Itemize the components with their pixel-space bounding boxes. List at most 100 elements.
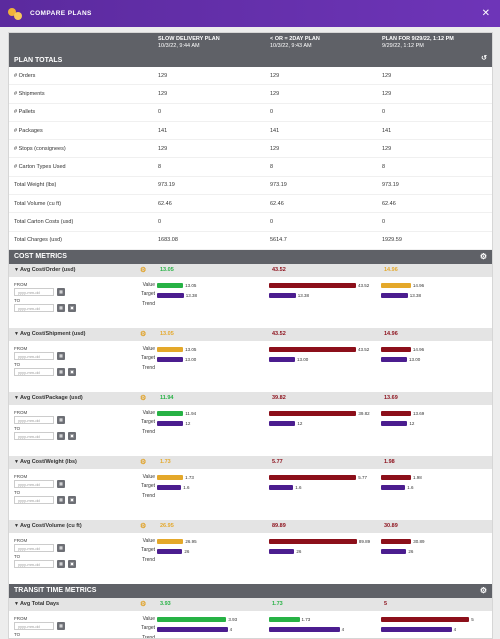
to-date-input[interactable]: yyyy-mm-dd xyxy=(14,367,54,376)
metric-header[interactable]: ▼ Avg Cost/Volume (cu ft) ⚙ 26.95 89.89 30.89 xyxy=(9,519,492,533)
target-row: 13.38 xyxy=(269,290,381,300)
calendar-icon[interactable]: ▦ xyxy=(57,351,65,360)
metric-value: 13.05 xyxy=(160,331,174,338)
metric-header[interactable]: ▼ Avg Cost/Shipment (usd) ⚙ 13.05 43.52 14.96 xyxy=(9,327,492,341)
to-date-input[interactable]: yyyy-mm-dd xyxy=(14,559,54,568)
collapse-arrow-icon[interactable]: ▼ xyxy=(14,459,19,466)
gear-icon[interactable]: ⚙ xyxy=(479,251,487,261)
collapse-arrow-icon[interactable]: ▼ xyxy=(14,331,19,338)
settings-icon[interactable]: ⚙ xyxy=(140,459,147,467)
row-label: Total Weight (lbs) xyxy=(14,182,57,189)
settings-icon[interactable]: ⚙ xyxy=(140,523,147,531)
bar-group: 13.05 13.00 xyxy=(157,345,269,364)
target-bar-label: 13.00 xyxy=(297,356,309,362)
bar-group: 14.96 13.38 xyxy=(381,281,492,300)
apply-icon[interactable]: ▣ xyxy=(68,367,76,376)
to-row: yyyy-mm-dd▦▣ xyxy=(14,431,76,440)
calendar-icon[interactable]: ▦ xyxy=(57,287,65,296)
from-date-input[interactable]: yyyy-mm-dd xyxy=(14,479,54,488)
gear-icon[interactable]: ⚙ xyxy=(479,585,487,595)
from-date-input[interactable]: yyyy-mm-dd xyxy=(14,621,54,630)
to-date-input[interactable]: yyyy-mm-dd xyxy=(14,431,54,440)
target-bar-label: 4 xyxy=(229,626,233,632)
calendar-icon[interactable]: ▦ xyxy=(57,367,65,376)
to-label: TO xyxy=(14,489,21,495)
target-row: 26 xyxy=(269,546,381,556)
from-date-input[interactable]: yyyy-mm-dd xyxy=(14,287,54,296)
metric-value: 1.73 xyxy=(272,601,283,608)
to-date-input[interactable]: yyyy-mm-dd xyxy=(14,637,54,638)
apply-icon[interactable]: ▣ xyxy=(68,303,76,312)
bar-group: 1.73 4 xyxy=(269,615,381,634)
from-label: FROM xyxy=(14,537,28,543)
calendar-icon[interactable]: ▦ xyxy=(57,559,65,568)
target-bar-label: 13.38 xyxy=(297,292,310,298)
metric-header[interactable]: ▼ Avg Cost/Weight (lbs) ⚙ 1.73 5.77 1.98 xyxy=(9,455,492,469)
calendar-icon[interactable]: ▦ xyxy=(57,303,65,312)
value-bar-label: 13.69 xyxy=(413,411,425,417)
value-row: 1.73 xyxy=(157,473,269,483)
apply-icon[interactable]: ▣ xyxy=(68,431,76,440)
apply-icon[interactable]: ▣ xyxy=(68,559,76,568)
settings-icon[interactable]: ⚙ xyxy=(140,331,147,339)
column-header: SLOW DELIVERY PLAN 10/3/22, 9:44 AM < OR… xyxy=(9,33,492,53)
calendar-icon[interactable]: ▦ xyxy=(57,543,65,552)
metric-header[interactable]: ▼ Avg Total Days ⚙ 3.93 1.73 5 xyxy=(9,597,492,611)
row-value: 0 xyxy=(382,109,386,116)
bar-group: 89.89 26 xyxy=(269,537,381,556)
settings-icon[interactable]: ⚙ xyxy=(140,601,147,609)
value-bar xyxy=(269,283,357,289)
calendar-icon[interactable]: ▦ xyxy=(57,495,65,504)
from-date-input[interactable]: yyyy-mm-dd xyxy=(14,543,54,552)
calendar-icon[interactable]: ▦ xyxy=(57,431,65,440)
calendar-icon[interactable]: ▦ xyxy=(57,415,65,424)
settings-icon[interactable]: ⚙ xyxy=(140,267,147,275)
settings-icon[interactable]: ⚙ xyxy=(140,395,147,403)
target-bar xyxy=(381,356,407,362)
row-label: # Orders xyxy=(14,72,36,79)
collapse-arrow-icon[interactable]: ▼ xyxy=(14,395,19,402)
collapse-arrow-icon[interactable]: ▼ xyxy=(14,523,19,530)
to-date-input[interactable]: yyyy-mm-dd xyxy=(14,495,54,504)
value-bar xyxy=(269,475,357,481)
value-row: 13.05 xyxy=(157,345,269,355)
collapse-arrow-icon[interactable]: ▼ xyxy=(14,267,19,274)
value-bar xyxy=(269,347,357,353)
to-date-input[interactable]: yyyy-mm-dd xyxy=(14,303,54,312)
reset-icon[interactable]: ↺ xyxy=(481,55,487,62)
metric-value: 43.52 xyxy=(272,267,286,274)
apply-icon[interactable]: ▣ xyxy=(68,495,76,504)
row-value: 0 xyxy=(270,109,274,116)
from-date-input[interactable]: yyyy-mm-dd xyxy=(14,351,54,360)
metric-header[interactable]: ▼ Avg Cost/Package (usd) ⚙ 11.94 39.82 13.69 xyxy=(9,391,492,405)
calendar-icon[interactable]: ▦ xyxy=(57,479,65,488)
collapse-arrow-icon[interactable]: ▼ xyxy=(14,601,19,608)
close-icon[interactable]: ✕ xyxy=(481,8,490,19)
totals-row: # Shipments 129 129 129 xyxy=(9,85,492,104)
window-title: COMPARE PLANS xyxy=(30,10,92,17)
row-value: 129 xyxy=(382,145,392,152)
bar-group: 43.52 13.00 xyxy=(269,345,381,364)
column-plan-3: PLAN FOR 9/29/22, 1:12 PM 9/29/22, 1:12 … xyxy=(379,33,491,53)
bar-group: 1.73 1.6 xyxy=(157,473,269,492)
value-bar-label: 13.05 xyxy=(185,283,197,289)
value-row: 1.73 xyxy=(269,615,381,625)
series-labels: Value Target Trend xyxy=(129,281,155,310)
row-value: 5614.7 xyxy=(270,237,287,244)
value-bar xyxy=(381,539,412,545)
calendar-icon[interactable]: ▦ xyxy=(57,637,65,638)
row-label: # Shipments xyxy=(14,90,45,97)
calendar-icon[interactable]: ▦ xyxy=(57,621,65,630)
from-date-input[interactable]: yyyy-mm-dd xyxy=(14,415,54,424)
apply-icon[interactable]: ▣ xyxy=(68,637,76,638)
target-bar xyxy=(381,626,452,632)
from-row: yyyy-mm-dd ▦ xyxy=(14,287,76,296)
value-bar xyxy=(269,411,357,417)
from-label: FROM xyxy=(14,409,28,415)
plan-date: 10/3/22, 9:44 AM xyxy=(158,43,200,49)
row-value: 129 xyxy=(382,72,392,79)
metric-header[interactable]: ▼ Avg Cost/Order (usd) ⚙ 13.05 43.52 14.96 xyxy=(9,263,492,277)
